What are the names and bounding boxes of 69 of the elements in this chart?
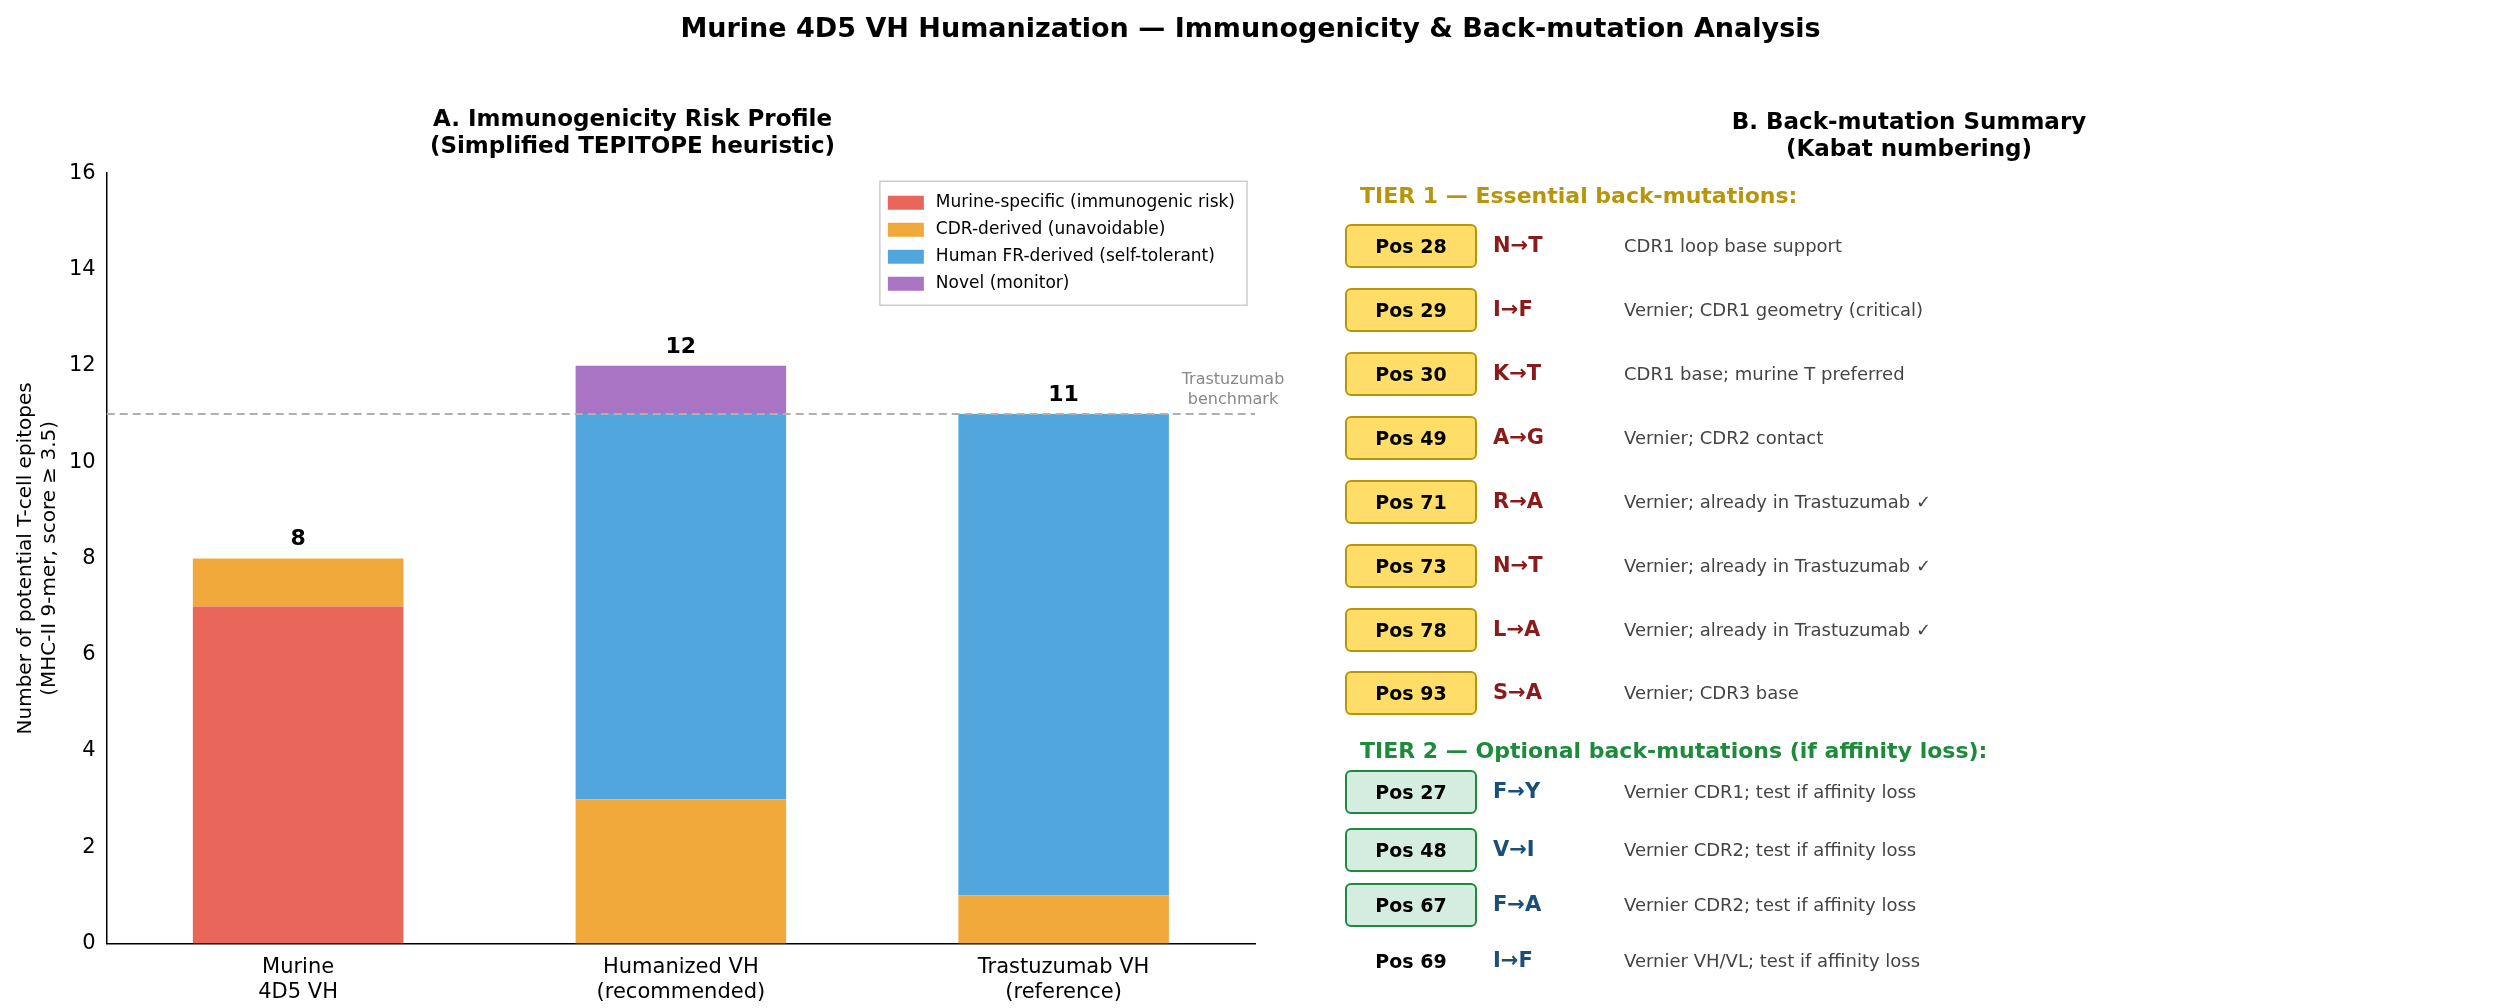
bar [958, 895, 1169, 944]
text: Vernier; CDR2 contact [1624, 427, 1824, 448]
text: I→F [1493, 297, 1533, 321]
total-label: 11 [1048, 380, 1079, 406]
text: Pos 78 [1345, 608, 1477, 652]
text: TIER 2 — Optional back-mutations (if affinity loss): [1360, 738, 1988, 763]
text: N→T [1493, 553, 1543, 577]
bar [192, 606, 404, 944]
text: Pos 67 [1345, 883, 1477, 927]
text: CDR1 base; murine T preferred [1624, 363, 1905, 384]
y-tick-label: 4 [82, 737, 96, 762]
text: R→A [1493, 489, 1544, 513]
y-tick-label: 0 [82, 930, 96, 955]
text: F→A [1493, 892, 1542, 916]
text: F→Y [1493, 779, 1541, 803]
y-tick-label: 16 [68, 159, 96, 184]
y-tick-label: 6 [82, 641, 96, 666]
ref-line-label: Trastuzumab benchmark [1180, 369, 1285, 409]
x-tick-label: Trastuzumab VH (reference) [976, 953, 1150, 1003]
bar [575, 365, 787, 414]
bar [192, 558, 404, 607]
text: B. Back-mutation Summary (Kabat numbering) [1730, 108, 2088, 162]
y-tick-label: 12 [68, 352, 96, 377]
text: V→I [1493, 837, 1535, 861]
x-tick-label: Humanized VH (recommended) [596, 953, 766, 1003]
text: CDR1 loop base support [1624, 235, 1843, 256]
text: Vernier; CDR3 base [1624, 682, 1799, 703]
text: Pos 29 [1345, 288, 1477, 332]
y-tick-label: 14 [68, 255, 96, 280]
text: Pos 73 [1345, 544, 1477, 588]
total-label: 8 [290, 525, 306, 551]
legend-label: Murine-specific (immunogenic risk) [935, 191, 1236, 212]
text: Pos 27 [1345, 770, 1477, 814]
text: A→G [1493, 425, 1545, 449]
y-tick-label: 2 [82, 833, 96, 858]
y-tick-label: 8 [82, 544, 96, 569]
text: Vernier; CDR1 geometry (critical) [1624, 299, 1924, 320]
text: Vernier; already in Trastuzumab ✓ [1624, 491, 1932, 512]
bar [575, 799, 787, 944]
x-tick-label: Murine 4D5 VH [258, 953, 338, 1003]
text: L→A [1493, 617, 1541, 641]
text: Vernier; already in Trastuzumab ✓ [1624, 619, 1932, 640]
bar [575, 413, 787, 800]
text: Murine 4D5 VH Humanization — Immunogenicity & Back-mutation Analysis [679, 12, 1822, 43]
text: N→T [1493, 233, 1543, 257]
total-label: 12 [665, 332, 697, 358]
text: Pos 71 [1345, 480, 1477, 524]
y-tick-label: 10 [68, 448, 96, 473]
text: Pos 48 [1345, 828, 1477, 872]
y-axis-title: Number of potential T-cell epitopes (MHC-II 9-mer, score ≥ 3.5) [12, 382, 61, 735]
text: Pos 93 [1345, 671, 1477, 715]
legend-label: Human FR-derived (self-tolerant) [935, 245, 1215, 266]
legend-label: Novel (monitor) [935, 272, 1070, 293]
text: TIER 1 — Essential back-mutations: [1360, 183, 1798, 208]
text: I→F [1493, 948, 1533, 972]
text: Pos 69 [1374, 949, 1448, 974]
text: Pos 49 [1345, 416, 1477, 460]
text: S→A [1493, 680, 1542, 704]
text: Pos 28 [1345, 224, 1477, 268]
text: Vernier CDR2; test if affinity loss [1624, 894, 1917, 915]
legend-label: CDR-derived (unavoidable) [935, 218, 1166, 239]
bar [958, 413, 1169, 896]
text: K→T [1493, 361, 1542, 385]
text: Vernier CDR1; test if affinity loss [1624, 781, 1917, 802]
text: Vernier VH/VL; test if affinity loss [1624, 950, 1921, 971]
text: Pos 30 [1345, 352, 1477, 396]
text: Vernier; already in Trastuzumab ✓ [1624, 555, 1932, 576]
chart-title: A. Immunogenicity Risk Profile (Simplified TEPITOPE heuristic) [429, 104, 836, 159]
text: Vernier CDR2; test if affinity loss [1624, 839, 1917, 860]
